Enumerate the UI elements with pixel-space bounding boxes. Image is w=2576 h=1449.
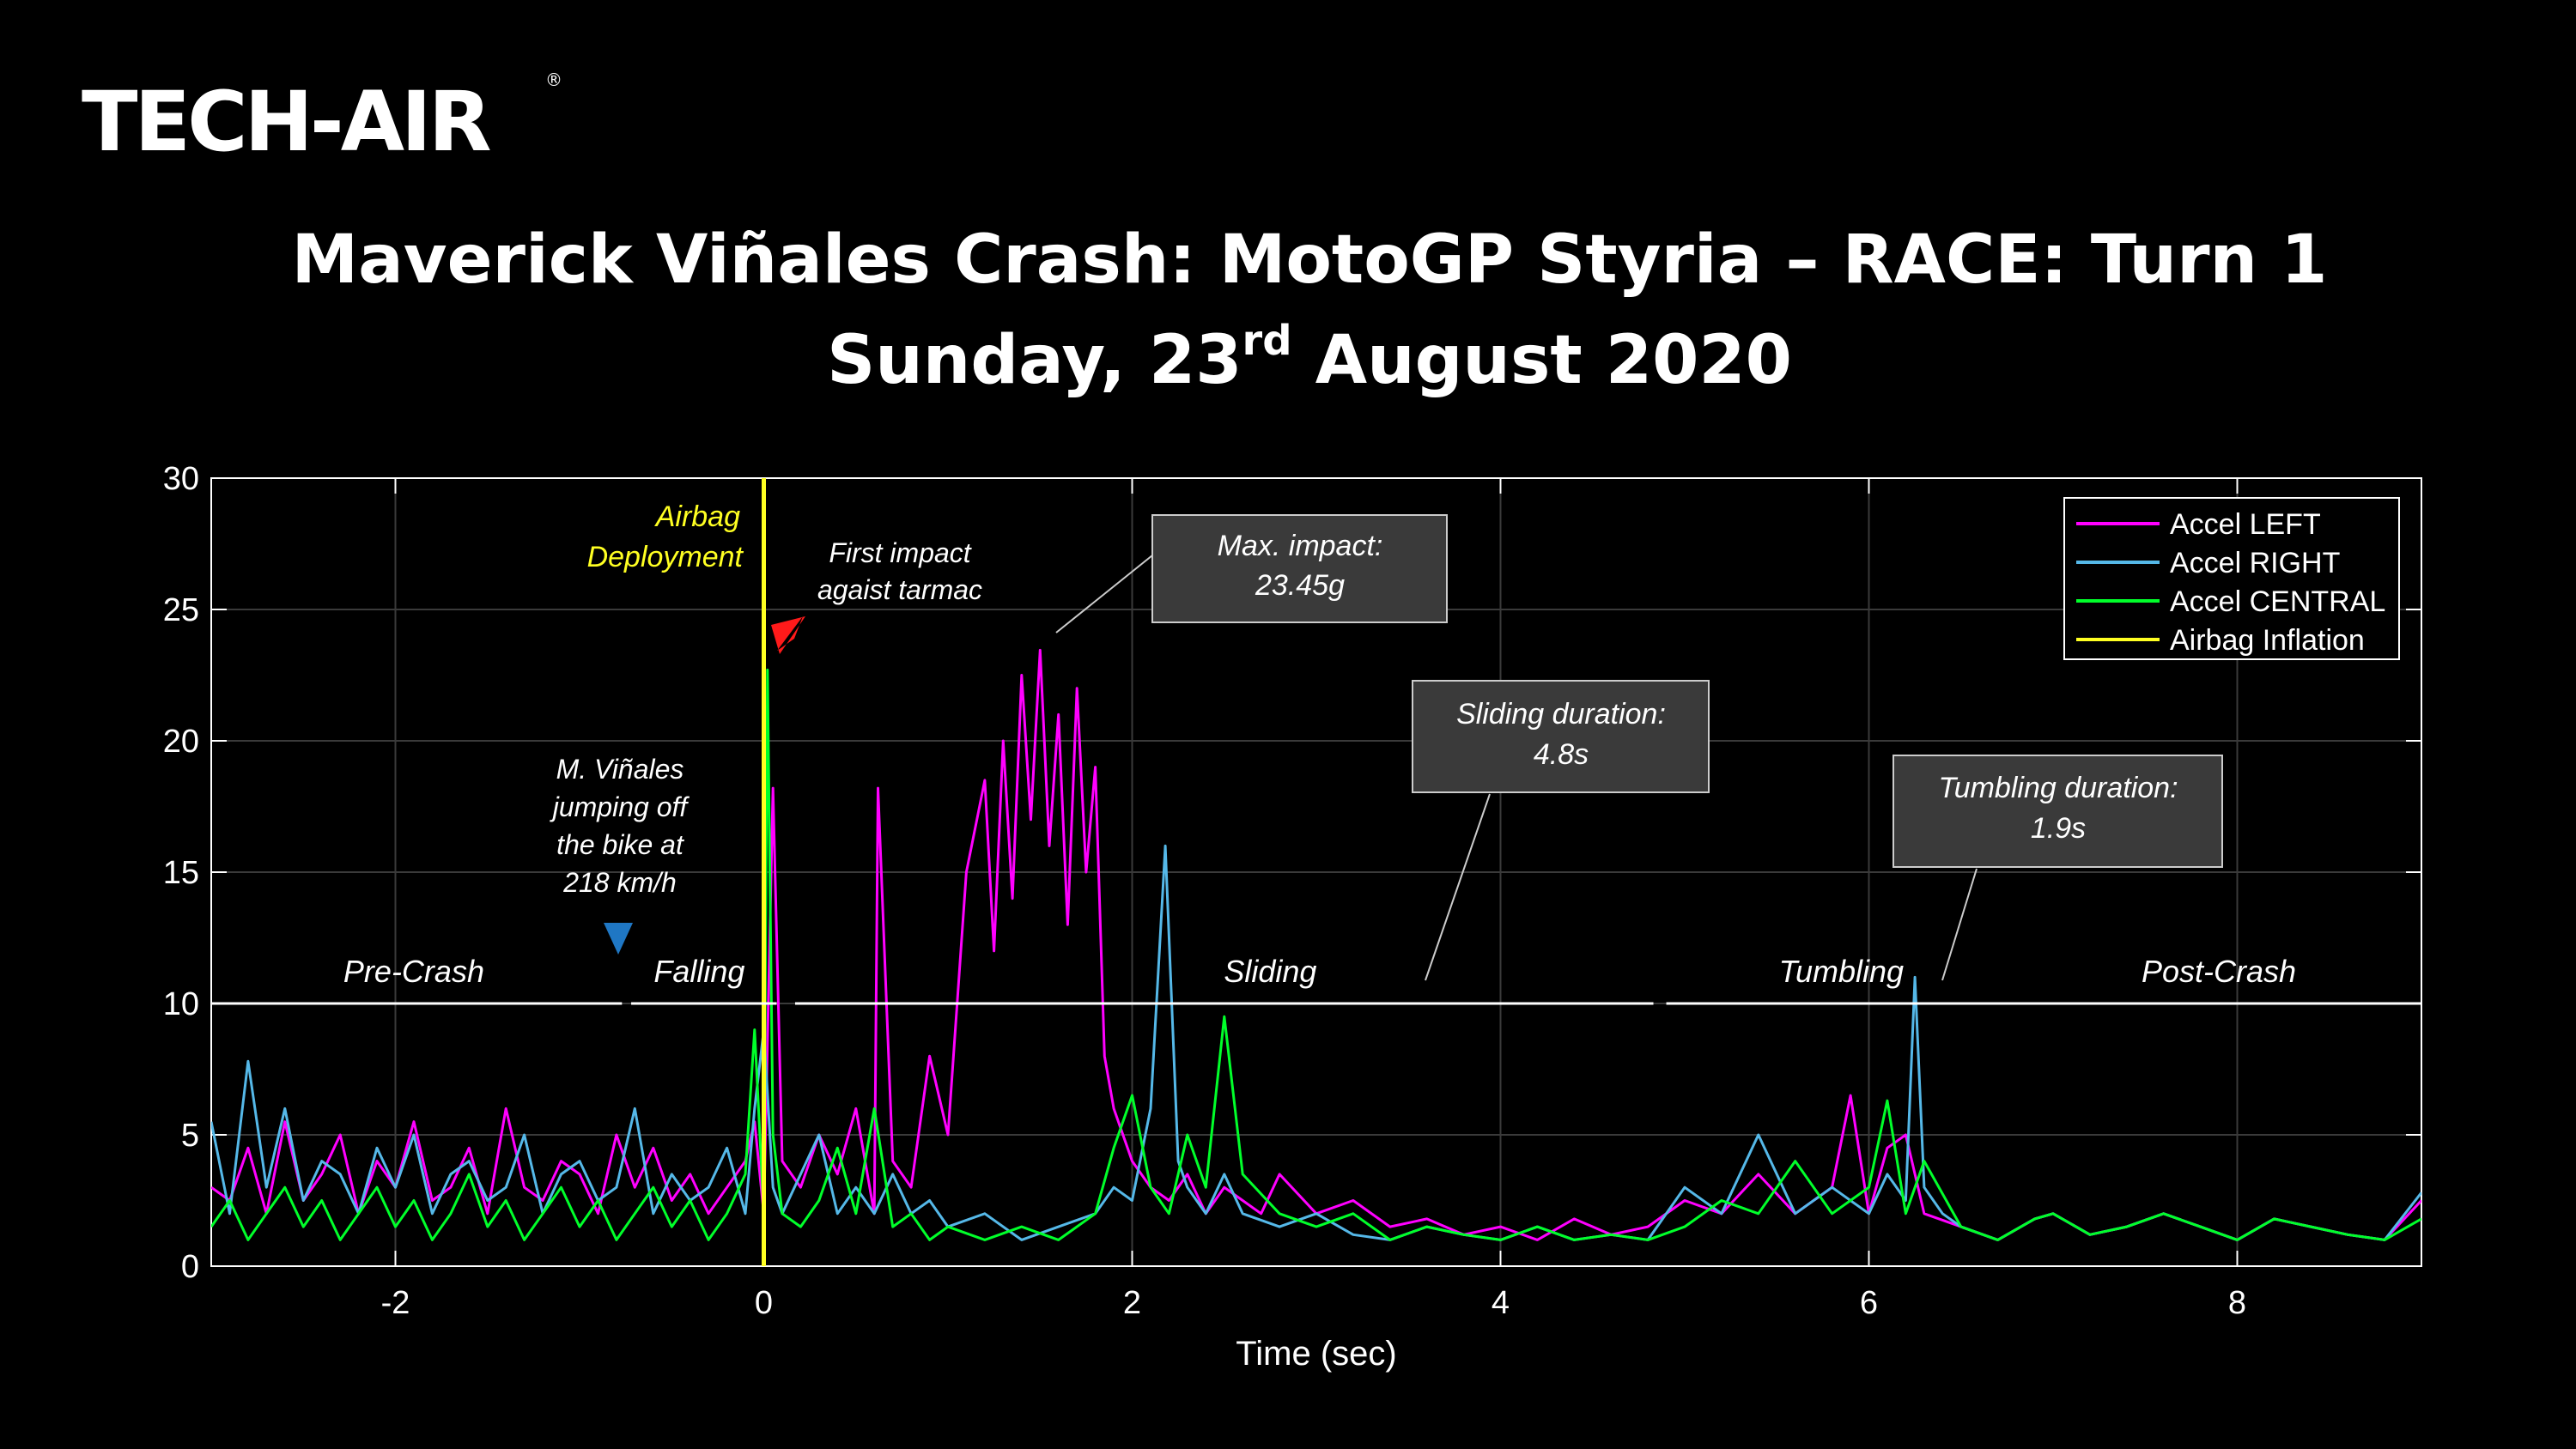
tumbling-duration-box xyxy=(1893,755,2223,868)
jump-annotation: M. Viñales jumping off the bike at 218 k… xyxy=(550,754,690,898)
x-tick-label: 4 xyxy=(1492,1285,1510,1321)
airbag-label-line2: Deployment xyxy=(587,541,744,573)
chart-subtitle: Sunday, 23rd August 2020 xyxy=(0,317,2576,399)
series-line-accel-right xyxy=(211,844,2421,1241)
sliding-duration-line2: 4.8s xyxy=(1534,738,1589,771)
x-tick-label: 0 xyxy=(755,1285,773,1321)
tumbling-duration-line1: Tumbling duration: xyxy=(1938,772,2178,804)
registered-mark: ® xyxy=(545,70,562,90)
date-suffix: August 2020 xyxy=(1291,322,1792,399)
y-tick-label: 30 xyxy=(163,461,199,497)
first-impact-line2: agaist tarmac xyxy=(817,574,982,605)
sliding-duration-box xyxy=(1412,680,1710,793)
y-tick-label: 20 xyxy=(163,724,199,760)
max-impact-line2: 23.45g xyxy=(1255,569,1345,602)
x-tick-label: 2 xyxy=(1123,1285,1141,1321)
jump-line-2: jumping off xyxy=(550,791,690,822)
legend-label: Accel RIGHT xyxy=(2170,547,2340,579)
date-suffix-sup: rd xyxy=(1242,317,1292,365)
series-line-accel-central xyxy=(211,668,2421,1241)
phase-label: Tumbling xyxy=(1779,954,1904,989)
legend-label: Airbag Inflation xyxy=(2170,624,2365,657)
jump-line-1: M. Viñales xyxy=(556,754,684,785)
sliding-duration-line1: Sliding duration: xyxy=(1456,698,1666,731)
x-axis: -2 0 2 4 6 8 xyxy=(381,478,2246,1321)
phase-label: Falling xyxy=(653,954,744,989)
date-prefix: Sunday, 23 xyxy=(827,322,1242,399)
y-tick-label: 5 xyxy=(181,1118,199,1154)
jump-line-4: 218 km/h xyxy=(562,867,677,898)
y-tick-label: 0 xyxy=(181,1249,199,1285)
y-tick-label: 15 xyxy=(163,855,199,891)
legend-label: Accel LEFT xyxy=(2170,508,2321,541)
phase-label: Sliding xyxy=(1224,954,1316,989)
techair-logo: TECH-AIR ® xyxy=(82,70,562,170)
x-tick-label: 8 xyxy=(2228,1285,2246,1321)
phase-lines: Pre-Crash Falling Sliding Tumbling Post-Cras… xyxy=(211,954,2421,1005)
max-impact-line1: Max. impact: xyxy=(1218,530,1383,562)
chart-title: Maverick Viñales Crash: MotoGP Styria – … xyxy=(291,221,2328,299)
y-tick-label: 10 xyxy=(163,986,199,1022)
first-impact-arrow xyxy=(771,616,805,654)
first-impact-line1: First impact xyxy=(829,537,971,568)
jump-line-3: the bike at xyxy=(556,829,684,860)
y-tick-label: 25 xyxy=(163,592,199,628)
legend: Accel LEFT Accel RIGHT Accel CENTRAL Airbag… xyxy=(2063,497,2400,660)
x-axis-label: Time (sec) xyxy=(1236,1335,1396,1373)
max-impact-leader xyxy=(1055,555,1153,634)
tumbling-duration-leader xyxy=(1941,868,1978,981)
series-group xyxy=(211,478,2421,1266)
sliding-duration-leader xyxy=(1425,793,1491,981)
y-axis: 0 5 10 15 20 25 30 xyxy=(163,461,2421,1285)
x-tick-label: -2 xyxy=(381,1285,410,1321)
tumbling-duration-line2: 1.9s xyxy=(2031,812,2086,845)
logo-text: TECH-AIR xyxy=(82,74,490,170)
max-impact-box xyxy=(1151,514,1448,623)
phase-label: Pre-Crash xyxy=(343,954,484,989)
legend-label: Accel CENTRAL xyxy=(2170,585,2385,618)
x-tick-label: 6 xyxy=(1860,1285,1878,1321)
phase-label: Post-Crash xyxy=(2142,954,2296,989)
airbag-label-line1: Airbag xyxy=(654,500,740,533)
jump-arrow xyxy=(604,923,633,955)
